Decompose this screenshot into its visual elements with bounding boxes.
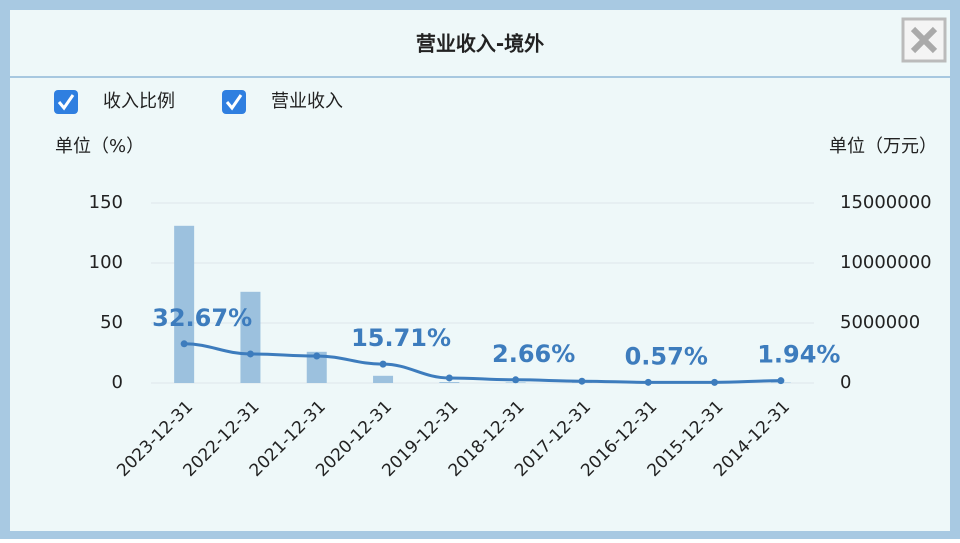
point xyxy=(247,350,254,357)
point xyxy=(777,377,784,384)
legend-label: 收入比例 xyxy=(103,91,175,112)
data-label: 2.66% xyxy=(492,340,575,368)
title: 营业收入-境外 xyxy=(416,32,544,56)
point xyxy=(645,379,652,386)
y-axis-unit: 单位（%） xyxy=(55,136,144,157)
point xyxy=(380,361,387,368)
point xyxy=(512,376,519,383)
y2-tick-label: 15000000 xyxy=(840,192,932,213)
point xyxy=(446,374,453,381)
close-button[interactable] xyxy=(903,19,945,61)
bar xyxy=(439,382,459,383)
y-tick-label: 100 xyxy=(89,252,123,273)
y2-tick-label: 0 xyxy=(840,372,851,393)
y2-tick-label: 10000000 xyxy=(840,252,932,273)
y-tick-label: 150 xyxy=(89,192,123,213)
legend-checkbox[interactable] xyxy=(54,90,78,114)
legend-checkbox[interactable] xyxy=(222,90,246,114)
point xyxy=(711,379,718,386)
legend-label: 营业收入 xyxy=(271,91,343,112)
data-label: 1.94% xyxy=(757,341,840,369)
y-tick-label: 0 xyxy=(112,372,123,393)
data-label: 15.71% xyxy=(351,324,451,352)
point xyxy=(181,340,188,347)
legend-item[interactable]: 营业收入 xyxy=(222,90,343,114)
y-tick-label: 50 xyxy=(100,312,123,333)
legend-item[interactable]: 收入比例 xyxy=(54,90,175,114)
data-label: 0.57% xyxy=(625,342,708,370)
data-label: 32.67% xyxy=(152,304,252,332)
y2-axis-unit: 单位（万元） xyxy=(829,136,937,157)
bar xyxy=(373,376,393,383)
point xyxy=(578,378,585,385)
point xyxy=(313,353,320,360)
y2-tick-label: 5000000 xyxy=(840,312,920,333)
